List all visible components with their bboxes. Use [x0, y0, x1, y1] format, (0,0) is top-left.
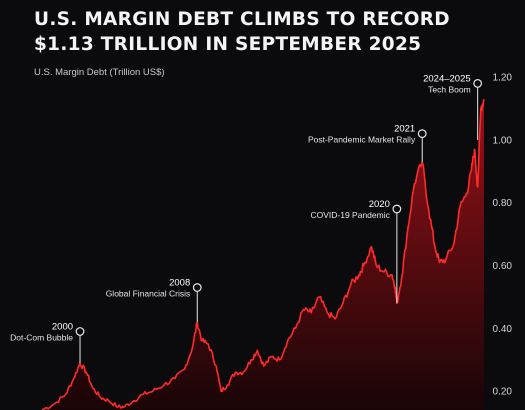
annotation-marker [473, 79, 483, 88]
y-tick-label: 0.20 [493, 387, 513, 398]
y-tick-label: 1.00 [493, 135, 513, 146]
annotation-year: 2008 [169, 278, 190, 289]
annotation-label: Tech Boom [428, 84, 471, 94]
annotation-year: 2024–2025 [423, 73, 471, 84]
annotation-label: Post-Pandemic Market Rally [308, 135, 416, 145]
y-tick-label: 0.40 [493, 324, 513, 335]
annotation-year: 2021 [394, 124, 415, 135]
annotation-marker [75, 327, 85, 336]
y-tick-label: 0.60 [493, 261, 513, 272]
annotation-label: COVID-19 Pandemic [310, 210, 390, 220]
title-line-1: U.S. MARGIN DEBT CLIMBS TO RECORD [34, 9, 450, 30]
annotation-year: 2020 [369, 199, 390, 210]
annotation-year: 2000 [52, 321, 73, 332]
annotation-marker [417, 129, 427, 139]
y-tick-label: 0.80 [493, 198, 513, 209]
title-line-2: $1.13 TRILLION IN SEPTEMBER 2025 [34, 34, 422, 55]
y-tick-label: 1.20 [493, 73, 513, 84]
chart-title: U.S. MARGIN DEBT CLIMBS TO RECORD $1.13 … [34, 7, 504, 57]
annotation-label: Global Financial Crisis [106, 289, 191, 299]
y-axis-label: U.S. Margin Debt (Trillion US$) [34, 67, 165, 78]
margin-debt-area [42, 99, 484, 410]
annotation-marker [392, 204, 402, 214]
annotation-marker [192, 283, 202, 292]
annotation-label: Dot-Com Bubble [10, 332, 73, 342]
margin-debt-line [41, 98, 485, 410]
